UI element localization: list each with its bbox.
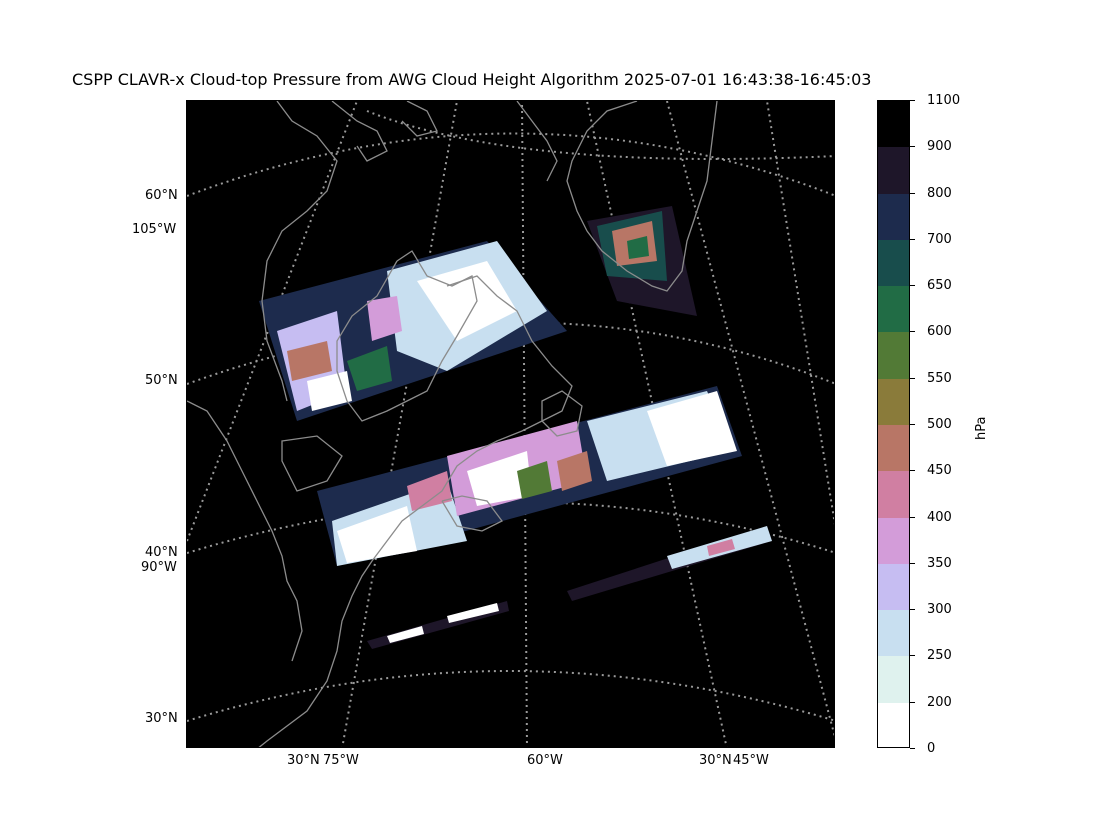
lat-line-60 bbox=[187, 132, 834, 197]
colorbar-bin bbox=[878, 332, 909, 380]
colorbar-tick-mark bbox=[910, 285, 915, 287]
lat-label-30-bottom-left: 30°N bbox=[287, 753, 320, 768]
colorbar-tick-mark bbox=[910, 562, 915, 564]
colorbar-tick-mark bbox=[910, 146, 915, 148]
lon-label-60: 60°W bbox=[527, 753, 563, 768]
coastlines bbox=[187, 101, 718, 747]
colorbar-tick-label: 0 bbox=[927, 741, 936, 756]
colorbar-tick-label: 300 bbox=[927, 602, 952, 618]
cloud-swath-south bbox=[367, 526, 772, 649]
cloud-swath-north bbox=[259, 241, 567, 421]
colorbar-tick-label: 500 bbox=[927, 417, 952, 432]
lat-label-60: 60°N bbox=[145, 188, 178, 203]
coast-hudson-bay bbox=[336, 250, 478, 422]
map-canvas bbox=[187, 101, 834, 747]
colorbar-tick-label: 650 bbox=[927, 278, 952, 294]
cloud-swath-middle bbox=[317, 386, 742, 566]
colorbar-unit-label: hPa bbox=[974, 416, 989, 440]
coast-greenland bbox=[566, 101, 718, 292]
lat-label-40: 40°N bbox=[145, 545, 178, 560]
colorbar-tick-label: 450 bbox=[927, 463, 952, 479]
coast-nova-scotia bbox=[441, 495, 503, 532]
lat-line-50 bbox=[187, 321, 834, 385]
lat-line-70 bbox=[366, 110, 834, 160]
coast-hudson-west bbox=[261, 101, 338, 402]
plot-title: CSPP CLAVR-x Cloud-top Pressure from AWG… bbox=[72, 70, 872, 89]
colorbar-bin bbox=[878, 656, 909, 704]
lat-label-30: 30°N bbox=[145, 711, 178, 726]
colorbar bbox=[877, 100, 910, 748]
colorbar-bin bbox=[878, 193, 909, 241]
colorbar-tick-mark bbox=[910, 701, 915, 703]
coast-labrador bbox=[446, 275, 573, 432]
colorbar-bin bbox=[878, 563, 909, 611]
lat-line-40 bbox=[187, 501, 834, 554]
colorbar-bin bbox=[878, 286, 909, 333]
lat-label-50: 50°N bbox=[145, 373, 178, 388]
coast-gulf-st-lawrence bbox=[258, 430, 523, 747]
colorbar-bin bbox=[878, 147, 909, 195]
lat-label-30-bottom-right: 30°N bbox=[699, 753, 732, 768]
map-panel bbox=[186, 100, 835, 748]
colorbar-bin bbox=[878, 425, 909, 472]
colorbar-tick-label: 700 bbox=[927, 231, 952, 247]
colorbar-tick-mark bbox=[910, 424, 915, 425]
colorbar-tick-label: 200 bbox=[927, 694, 952, 710]
lon-label-90: 90°W bbox=[141, 560, 177, 575]
graticule bbox=[187, 101, 834, 747]
colorbar-tick-mark bbox=[910, 238, 915, 240]
colorbar-tick-mark bbox=[910, 192, 915, 194]
colorbar-tick-mark bbox=[910, 377, 915, 379]
colorbar-bin bbox=[878, 239, 909, 287]
colorbar-bin bbox=[878, 378, 909, 426]
lon-label-75: 75°W bbox=[323, 753, 359, 768]
colorbar-tick-label: 1100 bbox=[927, 93, 961, 108]
coast-arctic-islands bbox=[331, 101, 558, 182]
coast-newfoundland bbox=[541, 390, 583, 437]
colorbar-bin bbox=[878, 517, 909, 565]
colorbar-tick-mark bbox=[910, 748, 915, 749]
colorbar-tick-mark bbox=[910, 331, 915, 333]
cloud-swath-greenland bbox=[587, 206, 697, 316]
coast-us-east bbox=[187, 400, 303, 662]
lon-line-30 bbox=[766, 101, 834, 525]
colorbar-tick-label: 350 bbox=[927, 555, 952, 571]
lon-label-105: 105°W bbox=[132, 222, 177, 237]
colorbar-bin bbox=[878, 471, 909, 519]
lon-label-45: 45°W bbox=[733, 753, 769, 768]
colorbar-tick-label: 400 bbox=[927, 509, 952, 525]
colorbar-bin bbox=[878, 101, 909, 148]
colorbar-tick-mark bbox=[910, 609, 915, 611]
colorbar-tick-label: 900 bbox=[927, 139, 952, 155]
colorbar-bin bbox=[878, 702, 909, 747]
colorbar-tick-label: 250 bbox=[927, 648, 952, 664]
lat-line-30 bbox=[187, 670, 834, 722]
colorbar-tick-mark bbox=[910, 516, 915, 518]
lon-line-45 bbox=[666, 101, 834, 738]
colorbar-tick-label: 800 bbox=[927, 185, 952, 201]
lon-line-75 bbox=[521, 101, 528, 747]
colorbar-tick-mark bbox=[910, 100, 915, 101]
colorbar-tick-mark bbox=[910, 470, 915, 472]
lon-line-90 bbox=[341, 101, 458, 747]
colorbar-tick-mark bbox=[910, 655, 915, 657]
colorbar-tick-label: 600 bbox=[927, 324, 952, 340]
coast-great-lakes bbox=[281, 435, 343, 492]
colorbar-tick-label: 550 bbox=[927, 370, 952, 386]
colorbar-bin bbox=[878, 610, 909, 657]
